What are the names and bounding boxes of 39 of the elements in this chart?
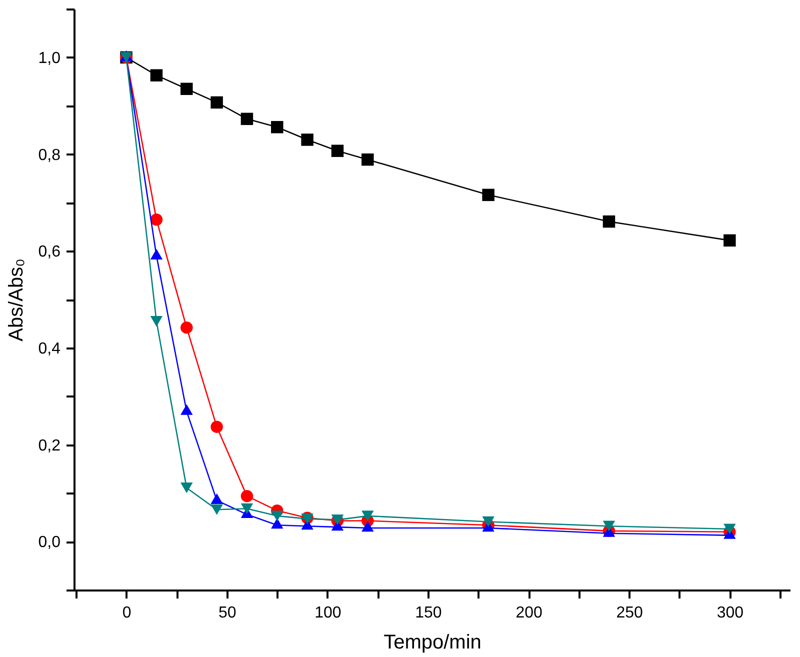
point — [482, 188, 494, 202]
point — [180, 482, 193, 494]
x-tick-label: 250 — [616, 604, 644, 622]
y-axis-title: Abs/Abs₀ — [5, 258, 28, 342]
point — [240, 503, 254, 514]
x-tick-label: 100 — [314, 604, 342, 622]
x-tick-label: 0 — [122, 604, 132, 622]
y-tick-label: 0,0 — [38, 534, 61, 552]
point — [180, 82, 193, 96]
point — [362, 510, 374, 522]
point — [150, 69, 163, 82]
point — [240, 490, 254, 502]
x-axis-title: Tempo/min — [384, 632, 482, 654]
y-tick-label: 0,6 — [38, 244, 61, 261]
point — [271, 510, 284, 522]
y-tick-label: 0,8 — [38, 146, 61, 164]
point — [210, 420, 223, 433]
x-tick-label: 200 — [516, 604, 542, 622]
point — [602, 215, 616, 228]
y-tick-label: 1,0 — [38, 50, 61, 67]
x-tick-label: 50 — [218, 604, 236, 622]
x-tick-label: 300 — [716, 604, 744, 622]
point — [180, 321, 193, 334]
point — [362, 153, 374, 166]
point — [482, 516, 494, 528]
point — [150, 214, 163, 226]
point — [331, 144, 344, 157]
point — [210, 96, 223, 109]
point — [602, 520, 616, 532]
point — [150, 316, 163, 327]
y-tick-label: 0,2 — [38, 437, 61, 454]
point — [301, 134, 314, 146]
point — [210, 504, 223, 515]
y-tick-label: 0,4 — [38, 340, 61, 358]
point — [724, 234, 736, 247]
point — [271, 121, 284, 134]
point — [724, 524, 736, 534]
point — [240, 112, 254, 126]
x-tick-label: 150 — [415, 604, 442, 622]
